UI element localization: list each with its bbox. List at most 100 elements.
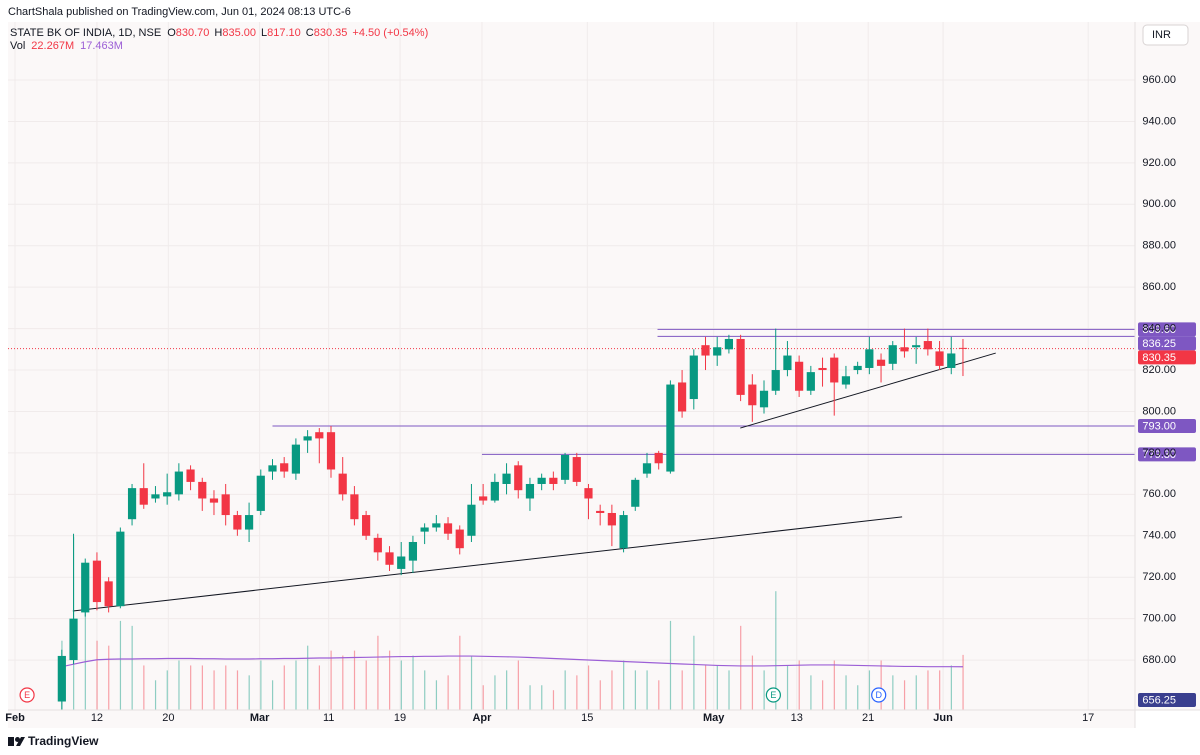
volume-bar xyxy=(365,660,367,710)
candle-body xyxy=(607,512,616,526)
event-label: E xyxy=(770,690,776,700)
x-tick-label: 19 xyxy=(394,712,406,724)
y-tick-label: 780.00 xyxy=(1142,447,1176,459)
price-scale-background xyxy=(1135,22,1200,710)
legend-volume-value: 17.463M xyxy=(80,40,123,52)
volume-bar xyxy=(681,670,683,710)
candle-body xyxy=(315,432,324,439)
candle-body xyxy=(198,481,207,499)
y-tick-label: 720.00 xyxy=(1142,571,1176,583)
candle-body xyxy=(713,347,722,356)
volume-bar xyxy=(424,670,426,710)
price-tag-box xyxy=(1138,322,1196,337)
currency-button-box[interactable] xyxy=(1142,24,1189,46)
candle-body xyxy=(958,347,968,349)
plot-background xyxy=(8,22,1135,710)
event-marker xyxy=(871,687,887,703)
y-tick-label: 680.00 xyxy=(1142,654,1176,666)
candle-body xyxy=(689,355,698,400)
volume-bar xyxy=(166,670,168,710)
x-tick-label: 21 xyxy=(862,712,874,724)
candle-body xyxy=(724,338,734,350)
volume-bar xyxy=(470,655,473,710)
candle-body xyxy=(759,390,769,408)
volume-bar xyxy=(939,670,941,710)
candle-body xyxy=(186,469,195,482)
currency-button-label[interactable]: INR xyxy=(1152,29,1171,41)
candle-body xyxy=(443,523,453,534)
candle-body xyxy=(221,494,230,516)
candle-body xyxy=(736,338,745,395)
price-tag-label: 839.60 xyxy=(1142,324,1176,336)
candle-body xyxy=(479,496,488,501)
candle-body xyxy=(666,384,675,472)
legend-ohlc-key: C xyxy=(306,27,314,39)
volume-bar xyxy=(353,650,356,710)
y-tick-label: 840.00 xyxy=(1142,323,1176,335)
volume-bar xyxy=(377,635,379,710)
volume-bar xyxy=(833,660,835,710)
volume-bar xyxy=(552,690,555,710)
candle-body xyxy=(338,473,347,495)
x-tick-label: Mar xyxy=(250,712,270,724)
candle-body xyxy=(631,479,640,507)
volume-bar xyxy=(96,640,98,710)
logo-shape xyxy=(8,737,14,746)
volume-bar xyxy=(775,591,777,710)
event-label: D xyxy=(875,690,882,700)
volume-bar xyxy=(576,675,578,710)
candle-body xyxy=(900,347,909,352)
y-tick-label: 900.00 xyxy=(1142,198,1176,210)
volume-bar xyxy=(108,645,110,710)
x-tick-label: Apr xyxy=(472,712,492,724)
currency-button[interactable]: INR xyxy=(1142,24,1189,46)
volume-bar xyxy=(798,660,800,710)
volume-bar xyxy=(740,625,742,710)
volume-bar xyxy=(131,625,133,710)
volume-bar xyxy=(318,665,321,710)
legend-ohlc-key: O xyxy=(167,27,176,39)
volume-bar xyxy=(915,675,917,710)
y-tick-label: 920.00 xyxy=(1142,157,1176,169)
x-tick-label: 15 xyxy=(581,712,593,724)
footer-logo: TradingView xyxy=(8,734,99,748)
y-tick-label: 820.00 xyxy=(1142,364,1176,376)
volume-bar xyxy=(494,675,496,710)
volume-bar xyxy=(868,670,871,710)
candle-body xyxy=(935,351,944,366)
volume-bar xyxy=(623,660,625,710)
volume-bar xyxy=(541,685,543,710)
price-tag-box xyxy=(1138,350,1196,365)
candle-body xyxy=(654,452,663,464)
candle-body xyxy=(596,510,605,513)
candle-body xyxy=(771,370,780,391)
volume-bar xyxy=(447,675,449,710)
candle-body xyxy=(642,463,652,474)
y-tick-label: 700.00 xyxy=(1142,613,1176,625)
volume-bar xyxy=(704,665,707,710)
candle-body xyxy=(537,477,546,484)
volume-bar xyxy=(342,655,344,710)
price-tag-label: 656.25 xyxy=(1142,694,1176,706)
candle-body xyxy=(795,361,804,391)
volume-bar xyxy=(599,680,601,710)
candle-body xyxy=(467,504,476,536)
legend-ohlc-value: 830.35 xyxy=(314,27,348,39)
candle-body xyxy=(127,488,137,520)
time-scale-background xyxy=(8,710,1135,728)
candle-body xyxy=(947,353,956,368)
candle-body xyxy=(326,432,336,470)
volume-bar xyxy=(190,665,192,710)
volume-bar xyxy=(506,670,508,710)
volume-bar xyxy=(892,675,894,710)
volume-bar xyxy=(260,660,262,710)
volume-bar xyxy=(728,670,730,710)
price-tag-box xyxy=(1138,693,1196,707)
publisher-line: ChartShala published on TradingView.com,… xyxy=(8,6,351,18)
y-tick-label: 960.00 xyxy=(1142,74,1176,86)
volume-bar xyxy=(564,670,566,710)
volume-bar xyxy=(786,665,789,710)
volume-bar xyxy=(634,670,636,710)
